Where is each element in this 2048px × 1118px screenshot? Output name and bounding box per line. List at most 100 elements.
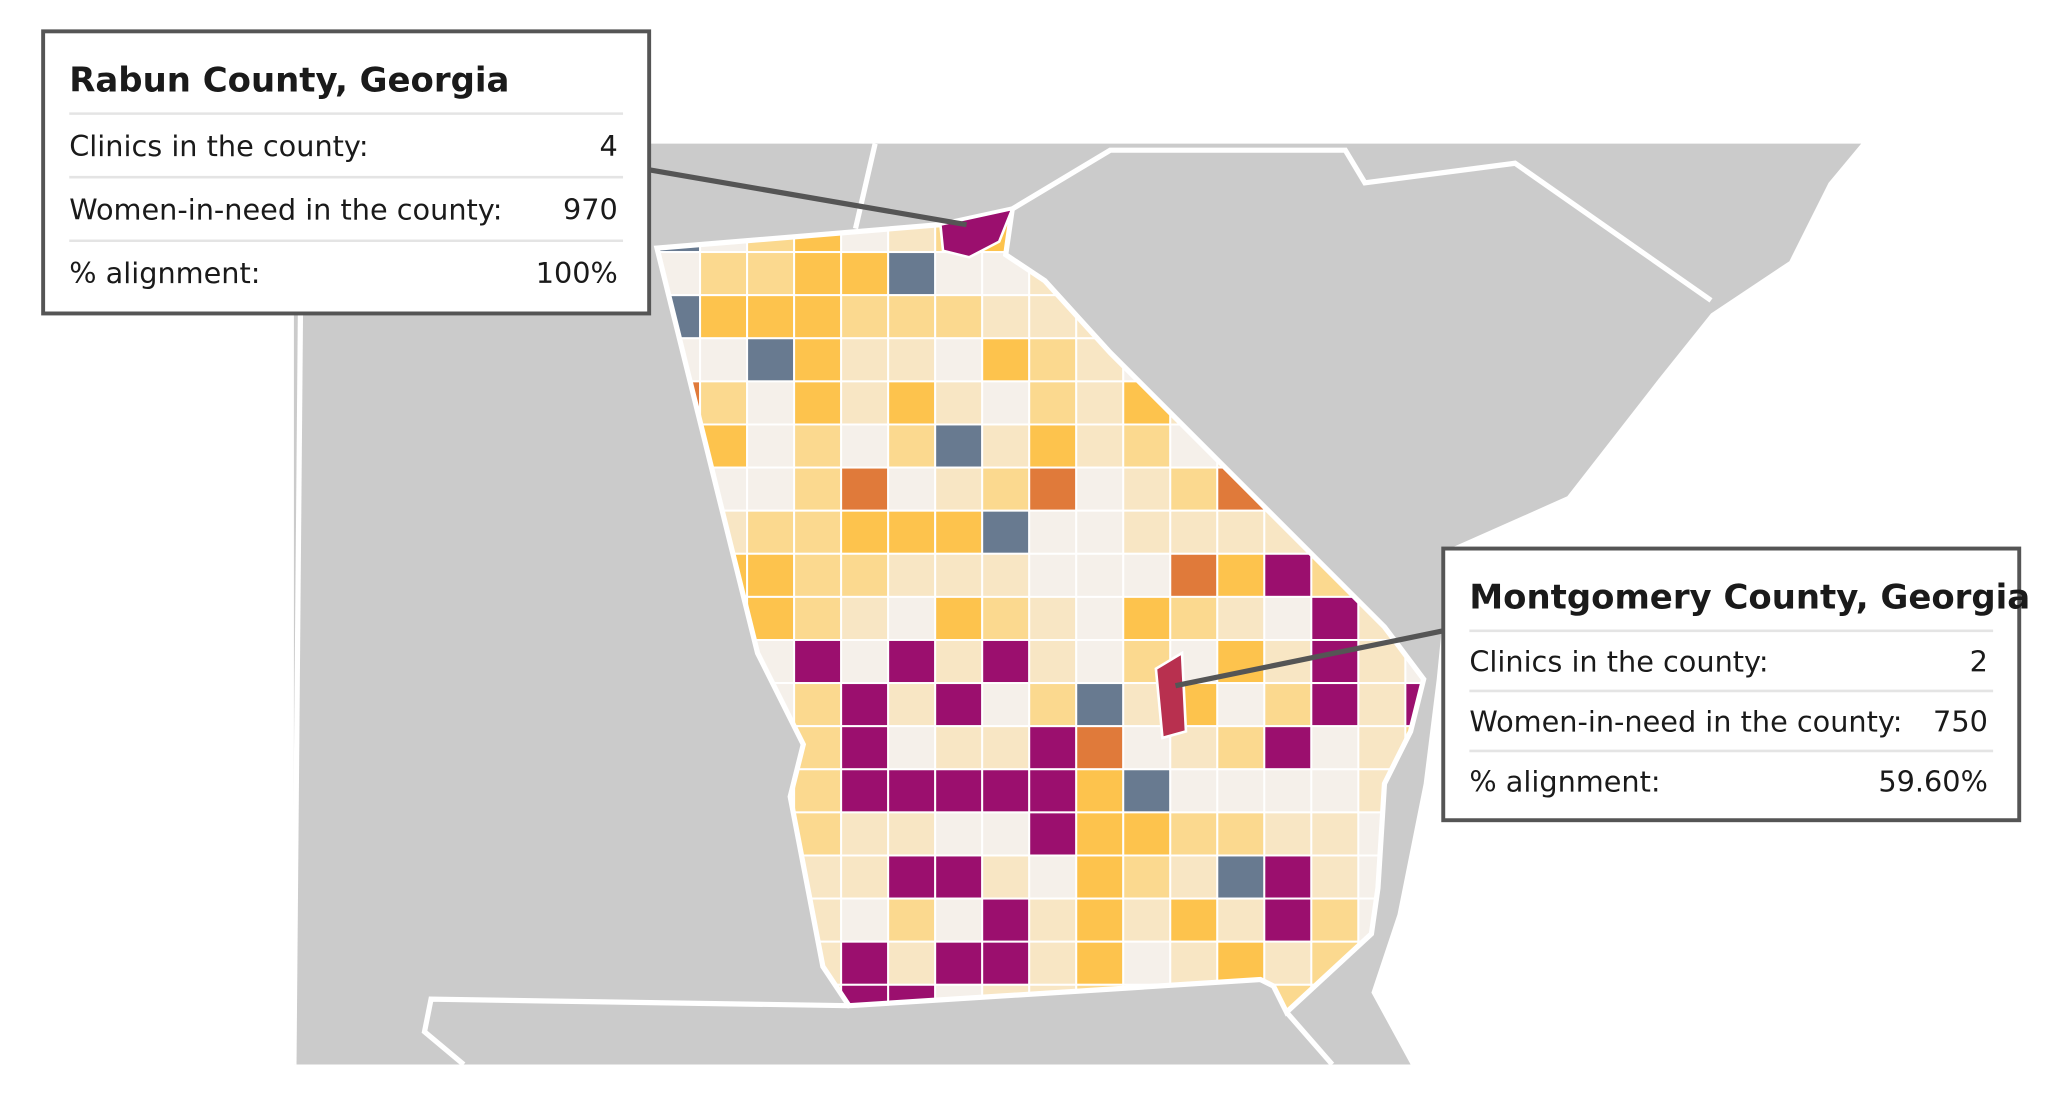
row-value: 970 (563, 192, 618, 226)
county (887, 854, 937, 900)
county (840, 940, 890, 986)
county (840, 251, 890, 297)
county (840, 768, 890, 814)
row-label: Clinics in the county: (69, 129, 368, 163)
county (981, 380, 1031, 426)
county (1263, 552, 1313, 598)
county (981, 595, 1031, 641)
county (934, 854, 984, 900)
county (840, 509, 890, 555)
county (1122, 552, 1172, 598)
row-value: 100% (536, 256, 618, 290)
county (934, 682, 984, 728)
county (746, 466, 796, 512)
county (887, 380, 937, 426)
county (981, 337, 1031, 383)
county (887, 466, 937, 512)
county (1310, 768, 1360, 814)
county (1169, 768, 1219, 814)
county (1075, 897, 1125, 943)
county (1169, 466, 1219, 512)
county (1075, 768, 1125, 814)
county (887, 251, 937, 297)
row-value: 4 (600, 129, 618, 163)
county (840, 423, 890, 469)
county (934, 638, 984, 685)
county (1404, 854, 1424, 900)
county (1075, 552, 1125, 598)
county (1028, 940, 1078, 986)
county (887, 595, 937, 641)
row-value: 59.60% (1878, 764, 1988, 798)
county (1075, 638, 1125, 685)
county (1263, 811, 1313, 857)
tooltip-box (41, 29, 652, 316)
county (1310, 682, 1360, 728)
montgomery-county[interactable] (1154, 650, 1188, 740)
county (981, 811, 1031, 857)
county (1028, 595, 1078, 641)
county (1263, 682, 1313, 728)
county (1310, 725, 1360, 771)
county (981, 423, 1031, 469)
county (699, 251, 749, 297)
county (1122, 940, 1172, 986)
county (1310, 854, 1360, 900)
county (887, 509, 937, 555)
county (1216, 854, 1266, 900)
county (746, 380, 796, 426)
county (1028, 423, 1078, 469)
county (887, 725, 937, 771)
county (1216, 595, 1266, 641)
county (1028, 337, 1078, 383)
row-label: Women-in-need in the county: (69, 192, 502, 226)
county (934, 940, 984, 986)
county (1075, 682, 1125, 728)
county (934, 509, 984, 555)
county (1263, 768, 1313, 814)
county (934, 294, 984, 340)
county (1028, 682, 1078, 728)
county (793, 251, 843, 297)
tooltip-title: Rabun County, Georgia (69, 60, 509, 100)
county (1122, 854, 1172, 900)
county (840, 638, 890, 685)
county (981, 294, 1031, 340)
county (793, 337, 843, 383)
county (1357, 682, 1407, 728)
county (981, 854, 1031, 900)
county (1216, 811, 1266, 857)
county (793, 423, 843, 469)
county (793, 552, 843, 598)
county (1310, 638, 1360, 685)
county (840, 380, 890, 426)
county (746, 423, 796, 469)
county (887, 552, 937, 598)
county (934, 595, 984, 641)
county (1028, 638, 1078, 685)
tooltips: Rabun County, Georgia Clinics in the coun… (41, 29, 2030, 823)
county (981, 768, 1031, 814)
county (981, 552, 1031, 598)
county (1028, 509, 1078, 555)
county (1216, 897, 1266, 943)
county (934, 337, 984, 383)
county (1028, 854, 1078, 900)
row-value: 2 (1970, 644, 1988, 678)
county (840, 682, 890, 728)
county (1075, 725, 1125, 771)
county (1075, 595, 1125, 641)
county (934, 380, 984, 426)
county (699, 380, 749, 426)
county (1169, 552, 1219, 598)
county (934, 251, 984, 297)
county (1404, 897, 1424, 943)
county (1122, 897, 1172, 943)
county (746, 509, 796, 555)
county (1169, 897, 1219, 943)
county (887, 423, 937, 469)
county (1028, 897, 1078, 943)
county (934, 725, 984, 771)
row-label: Women-in-need in the county: (1469, 704, 1902, 738)
county (887, 811, 937, 857)
